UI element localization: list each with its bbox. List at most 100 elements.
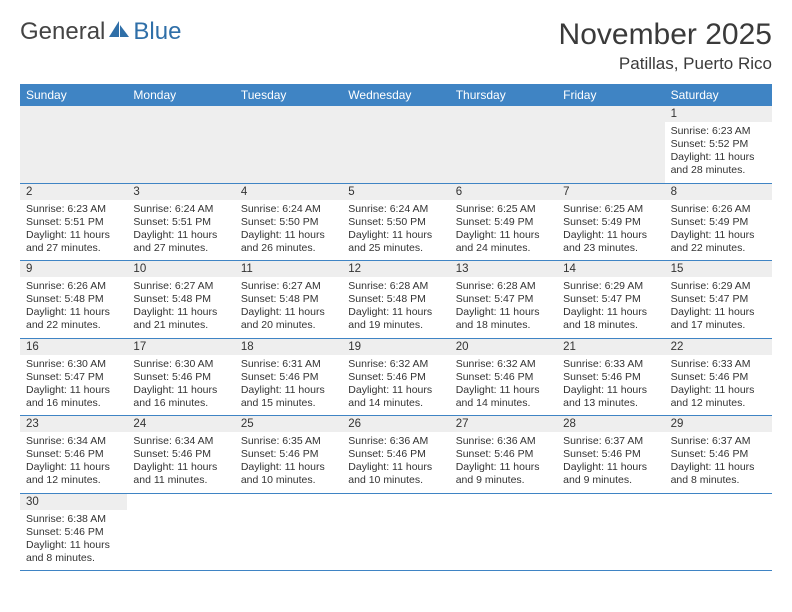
day-cell: 9Sunrise: 6:26 AMSunset: 5:48 PMDaylight… [20, 261, 127, 338]
day-cell [127, 494, 234, 571]
sunrise-line: Sunrise: 6:33 AM [671, 358, 766, 371]
day-cell: 23Sunrise: 6:34 AMSunset: 5:46 PMDayligh… [20, 416, 127, 493]
daylight-line: and 16 minutes. [133, 397, 228, 410]
sunrise-line: Sunrise: 6:23 AM [26, 203, 121, 216]
daylight-line: Daylight: 11 hours [671, 229, 766, 242]
day-cell: 28Sunrise: 6:37 AMSunset: 5:46 PMDayligh… [557, 416, 664, 493]
sunrise-line: Sunrise: 6:24 AM [133, 203, 228, 216]
sunrise-line: Sunrise: 6:27 AM [241, 280, 336, 293]
daylight-line: and 22 minutes. [26, 319, 121, 332]
day-cell: 26Sunrise: 6:36 AMSunset: 5:46 PMDayligh… [342, 416, 449, 493]
day-number: 3 [127, 184, 234, 200]
dayname: Monday [127, 84, 234, 106]
sunset-line: Sunset: 5:46 PM [563, 371, 658, 384]
day-cell: 10Sunrise: 6:27 AMSunset: 5:48 PMDayligh… [127, 261, 234, 338]
daylight-line: and 18 minutes. [456, 319, 551, 332]
sunrise-line: Sunrise: 6:36 AM [456, 435, 551, 448]
day-number: 17 [127, 339, 234, 355]
daylight-line: Daylight: 11 hours [563, 306, 658, 319]
day-cell: 5Sunrise: 6:24 AMSunset: 5:50 PMDaylight… [342, 184, 449, 261]
day-number: 16 [20, 339, 127, 355]
day-number: 28 [557, 416, 664, 432]
week-row: 9Sunrise: 6:26 AMSunset: 5:48 PMDaylight… [20, 261, 772, 339]
daylight-line: and 9 minutes. [456, 474, 551, 487]
sunset-line: Sunset: 5:50 PM [241, 216, 336, 229]
day-number: 25 [235, 416, 342, 432]
day-number: 6 [450, 184, 557, 200]
day-number: 23 [20, 416, 127, 432]
day-cell: 15Sunrise: 6:29 AMSunset: 5:47 PMDayligh… [665, 261, 772, 338]
day-number: 30 [20, 494, 127, 510]
day-cell: 6Sunrise: 6:25 AMSunset: 5:49 PMDaylight… [450, 184, 557, 261]
dayname-row: Sunday Monday Tuesday Wednesday Thursday… [20, 84, 772, 106]
brand-text-blue: Blue [133, 18, 181, 46]
location-label: Patillas, Puerto Rico [559, 54, 772, 74]
week-row: 1Sunrise: 6:23 AMSunset: 5:52 PMDaylight… [20, 106, 772, 184]
dayname: Sunday [20, 84, 127, 106]
daylight-line: and 28 minutes. [671, 164, 766, 177]
sunset-line: Sunset: 5:47 PM [456, 293, 551, 306]
sunrise-line: Sunrise: 6:33 AM [563, 358, 658, 371]
dayname: Wednesday [342, 84, 449, 106]
day-cell: 24Sunrise: 6:34 AMSunset: 5:46 PMDayligh… [127, 416, 234, 493]
sunrise-line: Sunrise: 6:35 AM [241, 435, 336, 448]
sunset-line: Sunset: 5:51 PM [133, 216, 228, 229]
day-number: 2 [20, 184, 127, 200]
daylight-line: and 27 minutes. [26, 242, 121, 255]
sunset-line: Sunset: 5:48 PM [348, 293, 443, 306]
day-cell: 22Sunrise: 6:33 AMSunset: 5:46 PMDayligh… [665, 339, 772, 416]
sunrise-line: Sunrise: 6:29 AM [563, 280, 658, 293]
day-number: 29 [665, 416, 772, 432]
brand-logo: General Blue [20, 18, 181, 46]
sunset-line: Sunset: 5:48 PM [133, 293, 228, 306]
day-cell: 18Sunrise: 6:31 AMSunset: 5:46 PMDayligh… [235, 339, 342, 416]
day-number: 4 [235, 184, 342, 200]
day-cell: 25Sunrise: 6:35 AMSunset: 5:46 PMDayligh… [235, 416, 342, 493]
sunset-line: Sunset: 5:46 PM [563, 448, 658, 461]
day-number: 24 [127, 416, 234, 432]
sunrise-line: Sunrise: 6:23 AM [671, 125, 766, 138]
sunset-line: Sunset: 5:49 PM [563, 216, 658, 229]
daylight-line: Daylight: 11 hours [133, 306, 228, 319]
day-number: 12 [342, 261, 449, 277]
week-row: 30Sunrise: 6:38 AMSunset: 5:46 PMDayligh… [20, 494, 772, 572]
day-cell: 21Sunrise: 6:33 AMSunset: 5:46 PMDayligh… [557, 339, 664, 416]
daylight-line: and 8 minutes. [671, 474, 766, 487]
daylight-line: and 10 minutes. [241, 474, 336, 487]
day-number: 10 [127, 261, 234, 277]
day-cell: 14Sunrise: 6:29 AMSunset: 5:47 PMDayligh… [557, 261, 664, 338]
sunrise-line: Sunrise: 6:31 AM [241, 358, 336, 371]
daylight-line: and 19 minutes. [348, 319, 443, 332]
sail-icon [108, 18, 130, 46]
sunset-line: Sunset: 5:46 PM [348, 448, 443, 461]
sunrise-line: Sunrise: 6:30 AM [26, 358, 121, 371]
sunrise-line: Sunrise: 6:37 AM [563, 435, 658, 448]
dayname: Friday [557, 84, 664, 106]
sunrise-line: Sunrise: 6:30 AM [133, 358, 228, 371]
sunset-line: Sunset: 5:47 PM [563, 293, 658, 306]
daylight-line: and 9 minutes. [563, 474, 658, 487]
sunrise-line: Sunrise: 6:34 AM [133, 435, 228, 448]
daylight-line: Daylight: 11 hours [456, 229, 551, 242]
day-number: 26 [342, 416, 449, 432]
day-number: 20 [450, 339, 557, 355]
day-cell: 8Sunrise: 6:26 AMSunset: 5:49 PMDaylight… [665, 184, 772, 261]
sunset-line: Sunset: 5:47 PM [671, 293, 766, 306]
sunrise-line: Sunrise: 6:25 AM [563, 203, 658, 216]
sunset-line: Sunset: 5:52 PM [671, 138, 766, 151]
day-cell: 12Sunrise: 6:28 AMSunset: 5:48 PMDayligh… [342, 261, 449, 338]
day-cell: 20Sunrise: 6:32 AMSunset: 5:46 PMDayligh… [450, 339, 557, 416]
daylight-line: and 26 minutes. [241, 242, 336, 255]
daylight-line: Daylight: 11 hours [456, 384, 551, 397]
day-number: 15 [665, 261, 772, 277]
day-number: 1 [665, 106, 772, 122]
daylight-line: Daylight: 11 hours [671, 306, 766, 319]
month-title: November 2025 [559, 18, 772, 52]
daylight-line: Daylight: 11 hours [456, 306, 551, 319]
daylight-line: Daylight: 11 hours [456, 461, 551, 474]
sunrise-line: Sunrise: 6:26 AM [671, 203, 766, 216]
day-cell: 17Sunrise: 6:30 AMSunset: 5:46 PMDayligh… [127, 339, 234, 416]
daylight-line: and 17 minutes. [671, 319, 766, 332]
day-cell [342, 106, 449, 183]
daylight-line: Daylight: 11 hours [26, 461, 121, 474]
